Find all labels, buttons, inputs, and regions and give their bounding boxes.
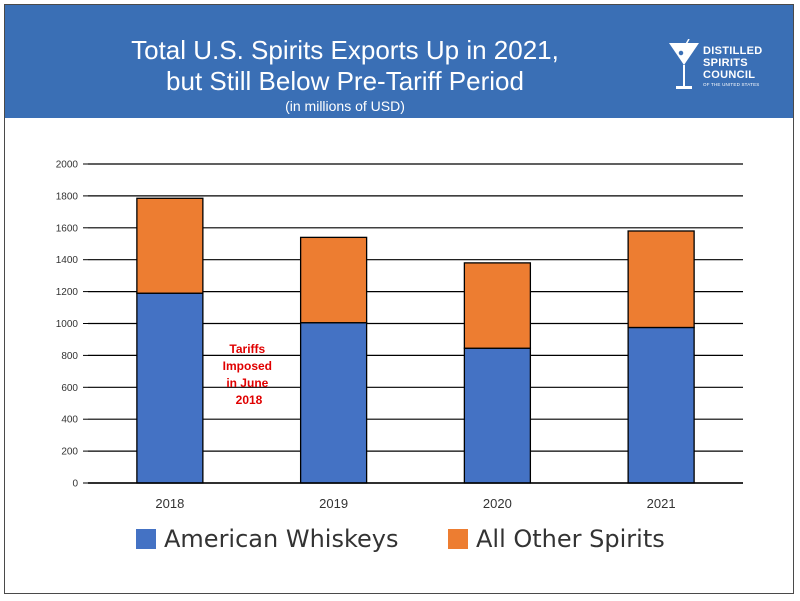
legend-item-american-whiskeys: American Whiskeys	[136, 524, 398, 554]
chart-subtitle: (in millions of USD)	[285, 98, 405, 114]
legend-swatch-all-other-spirits	[448, 529, 468, 549]
y-tick-label-2000: 2000	[56, 160, 79, 171]
bars	[88, 197, 743, 484]
x-tick-label-2018: 2018	[155, 496, 184, 511]
logo-text-council: COUNCIL	[703, 69, 756, 81]
bar-2019-american-whiskeys	[299, 322, 368, 484]
x-tick-label-2021: 2021	[647, 496, 676, 511]
y-tick-label-1600: 1600	[56, 223, 79, 234]
y-tick-label-800: 800	[61, 351, 78, 362]
annotation-line-2: Imposed	[223, 359, 272, 373]
chart-title-line1: Total U.S. Spirits Exports Up in 2021,	[131, 35, 559, 65]
bar-2020-american-whiskeys	[463, 347, 532, 484]
legend-swatch-american-whiskeys	[136, 529, 156, 549]
y-tick-label-1400: 1400	[56, 255, 79, 266]
y-tick-label-1000: 1000	[56, 319, 79, 330]
logo-text-subtitle: OF THE UNITED STATES	[703, 82, 760, 87]
logo-text-spirits: SPIRITS	[703, 57, 748, 69]
x-tick-label-2019: 2019	[319, 496, 348, 511]
y-axis-ticks: 0 200 400 600 800 1000 1200 1400 1600 1800 2000	[56, 160, 79, 490]
y-tick-label-200: 200	[61, 447, 78, 458]
title-banner: Total U.S. Spirits Exports Up in 2021, b…	[5, 5, 793, 118]
distilled-spirits-council-logo: DISTILLED SPIRITS COUNCIL OF THE UNITED …	[667, 39, 777, 99]
annotation-line-3: in June	[226, 376, 268, 390]
martini-glass-icon	[669, 39, 699, 89]
y-tick-label-1800: 1800	[56, 191, 79, 202]
bar-2019-all-other-spirits	[299, 236, 368, 324]
y-tick-label-1200: 1200	[56, 287, 79, 298]
logo-text-distilled: DISTILLED	[703, 45, 763, 57]
y-tick-label-600: 600	[61, 383, 78, 394]
annotation-line-4: 2018	[236, 393, 263, 407]
x-axis-ticks: 2018 2019 2020 2021	[155, 496, 675, 511]
legend-item-all-other-spirits: All Other Spirits	[448, 524, 665, 554]
y-tick-label-400: 400	[61, 415, 78, 426]
slide-frame	[4, 4, 794, 594]
bar-2020-all-other-spirits	[463, 262, 532, 349]
y-tick-label-0: 0	[72, 479, 78, 490]
tariff-annotation: Tariffs Imposed in June 2018	[223, 342, 276, 407]
x-tick-label-2020: 2020	[483, 496, 512, 511]
legend-label-all-other-spirits: All Other Spirits	[476, 525, 665, 553]
chart-title-line2: but Still Below Pre-Tariff Period	[166, 66, 524, 96]
bar-2018-all-other-spirits	[136, 197, 204, 294]
legend-label-american-whiskeys: American Whiskeys	[164, 525, 399, 553]
bar-2021-all-other-spirits	[627, 230, 695, 329]
annotation-line-1: Tariffs	[229, 342, 265, 356]
bar-2021-american-whiskeys	[627, 326, 695, 484]
bar-2018-american-whiskeys	[136, 292, 204, 484]
